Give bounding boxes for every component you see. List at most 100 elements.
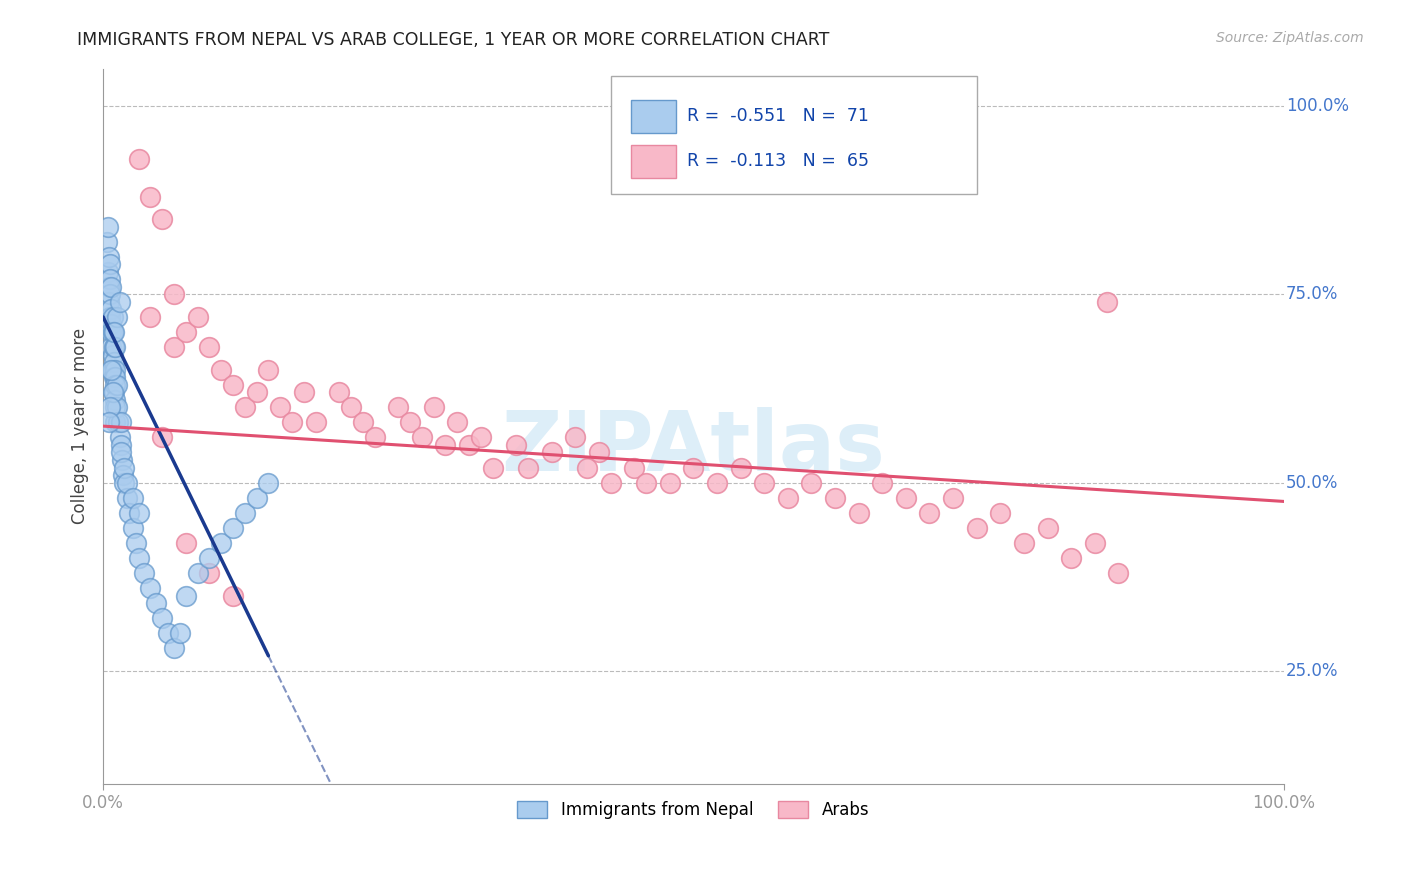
Point (966, 521, 988, 535)
Point (110, 416, 132, 430)
Point (730, 460, 752, 475)
Point (100, 318, 122, 332)
Point (98, 257, 121, 271)
Point (209, 536, 232, 550)
Text: 25.0%: 25.0% (1286, 662, 1339, 680)
Point (101, 362, 124, 376)
Point (872, 475, 894, 490)
Point (1095, 294, 1118, 309)
Point (110, 445, 132, 459)
Point (103, 340, 125, 354)
Point (209, 362, 232, 376)
Point (564, 430, 586, 444)
Point (222, 377, 245, 392)
Point (98, 310, 121, 324)
Point (98, 294, 121, 309)
Point (101, 385, 124, 400)
Point (540, 445, 562, 459)
Point (399, 416, 422, 430)
Point (434, 438, 457, 452)
Point (112, 468, 135, 483)
Point (706, 475, 728, 490)
Text: 75.0%: 75.0% (1286, 285, 1339, 303)
Point (387, 401, 409, 415)
Point (458, 438, 481, 452)
Text: Source: ZipAtlas.com: Source: ZipAtlas.com (1216, 31, 1364, 45)
Point (198, 340, 221, 354)
Point (198, 566, 221, 580)
Point (599, 475, 621, 490)
Point (1060, 550, 1083, 565)
Point (824, 491, 846, 505)
Point (104, 377, 127, 392)
Point (98, 250, 121, 264)
Point (103, 325, 125, 339)
Point (292, 385, 315, 400)
Point (108, 294, 131, 309)
Point (174, 325, 197, 339)
Point (100, 280, 122, 294)
Point (128, 550, 150, 565)
Point (623, 460, 645, 475)
Point (505, 438, 527, 452)
Point (112, 460, 135, 475)
Point (340, 401, 363, 415)
Point (121, 491, 143, 505)
Point (111, 453, 134, 467)
Point (257, 475, 280, 490)
Point (118, 506, 141, 520)
Point (100, 302, 122, 317)
Point (105, 401, 128, 415)
Point (517, 460, 540, 475)
Point (98, 272, 121, 286)
Point (1107, 566, 1129, 580)
Point (304, 416, 326, 430)
Point (101, 325, 124, 339)
Point (328, 385, 350, 400)
Y-axis label: College, 1 year or more: College, 1 year or more (72, 328, 89, 524)
Point (105, 310, 128, 324)
Text: 100.0%: 100.0% (1286, 97, 1348, 115)
Point (894, 491, 917, 505)
Point (145, 596, 167, 610)
Point (800, 475, 823, 490)
Point (150, 430, 173, 444)
Bar (631, 145, 676, 178)
Point (101, 310, 124, 324)
Point (150, 212, 173, 227)
Point (848, 506, 870, 520)
Point (1012, 536, 1035, 550)
Point (942, 491, 965, 505)
Point (104, 401, 127, 415)
Point (98, 287, 121, 301)
Point (1084, 536, 1107, 550)
Point (187, 566, 209, 580)
Point (100, 325, 122, 339)
Point (163, 641, 186, 656)
Point (163, 340, 186, 354)
Point (187, 310, 209, 324)
Point (157, 626, 180, 640)
Point (107, 416, 129, 430)
Point (470, 430, 492, 444)
Point (363, 430, 385, 444)
Point (112, 475, 135, 490)
Text: R =  -0.113   N =  65: R = -0.113 N = 65 (688, 153, 869, 170)
Point (121, 521, 143, 535)
Point (104, 416, 127, 430)
Point (776, 491, 799, 505)
Point (352, 416, 374, 430)
Point (222, 521, 245, 535)
Point (104, 370, 127, 384)
Point (104, 340, 127, 354)
Point (108, 430, 131, 444)
Point (233, 401, 256, 415)
Point (128, 506, 150, 520)
Point (222, 589, 245, 603)
Point (246, 385, 269, 400)
Point (169, 626, 191, 640)
Point (100, 340, 122, 354)
Point (100, 362, 122, 376)
Point (233, 506, 256, 520)
Point (163, 287, 186, 301)
